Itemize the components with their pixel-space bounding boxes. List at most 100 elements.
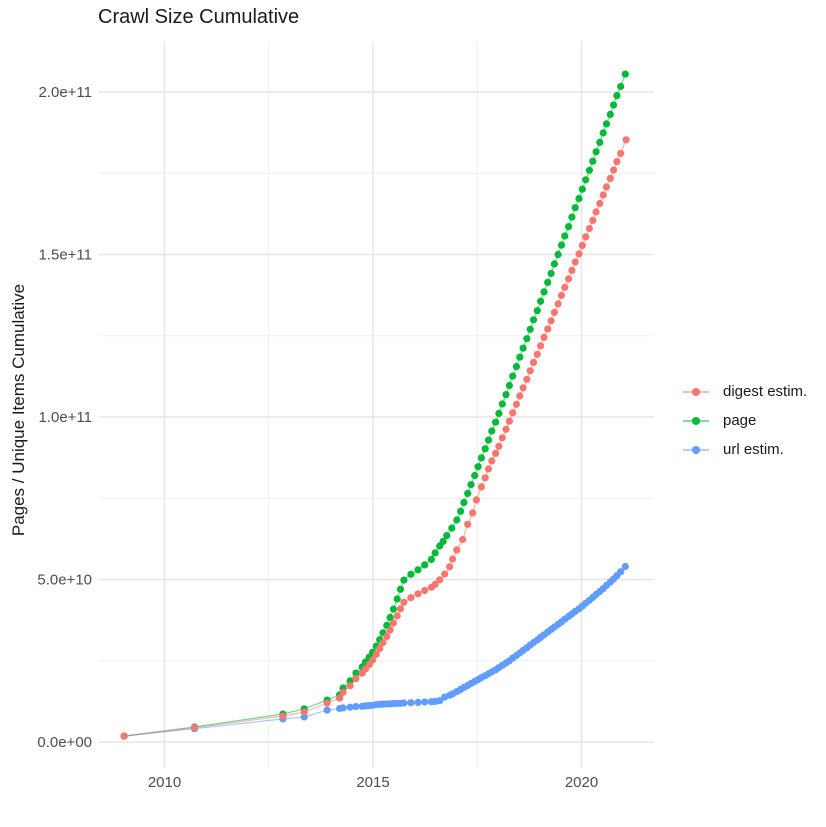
data-point bbox=[393, 612, 401, 620]
data-point bbox=[421, 586, 429, 595]
data-point bbox=[369, 656, 377, 664]
data-point bbox=[471, 471, 479, 480]
legend-item-url-estim: url estim. bbox=[683, 435, 807, 464]
data-point bbox=[516, 392, 524, 400]
data-point bbox=[602, 183, 611, 191]
y-tick-label: 1.5e+11 bbox=[38, 247, 92, 264]
legend-label: page bbox=[723, 412, 757, 429]
data-point bbox=[613, 92, 621, 100]
x-tick-labels: 2010 2015 2020 bbox=[148, 774, 598, 791]
data-point bbox=[589, 157, 597, 165]
data-point bbox=[449, 555, 457, 563]
data-point bbox=[336, 694, 344, 702]
data-point bbox=[464, 489, 472, 497]
data-point bbox=[407, 699, 415, 707]
data-point bbox=[492, 449, 500, 457]
y-tick-label: 5.0e+10 bbox=[37, 572, 92, 589]
data-point bbox=[407, 570, 415, 578]
data-point bbox=[339, 704, 347, 712]
data-point bbox=[561, 283, 569, 291]
data-point bbox=[453, 516, 461, 524]
data-point bbox=[439, 537, 447, 546]
x-tick-label: 2020 bbox=[565, 774, 598, 791]
gridlines bbox=[99, 42, 654, 768]
data-point bbox=[421, 698, 429, 706]
legend-item-digest-estim: digest estim. bbox=[683, 377, 807, 406]
data-point bbox=[533, 307, 541, 315]
legend-item-page: page bbox=[683, 406, 807, 435]
data-point bbox=[396, 585, 405, 593]
data-point bbox=[279, 712, 287, 720]
data-point bbox=[498, 434, 506, 442]
data-point bbox=[467, 481, 475, 489]
data-point bbox=[386, 626, 394, 634]
data-point bbox=[407, 594, 415, 602]
data-point bbox=[575, 195, 583, 203]
data-point bbox=[602, 120, 611, 128]
data-point bbox=[610, 101, 618, 109]
data-point bbox=[529, 316, 538, 324]
data-point bbox=[519, 384, 527, 392]
data-point bbox=[400, 699, 408, 707]
data-point bbox=[431, 580, 439, 589]
data-point bbox=[568, 266, 576, 274]
data-point bbox=[589, 216, 597, 224]
data-point bbox=[190, 724, 199, 732]
data-point bbox=[477, 454, 485, 462]
data-point bbox=[427, 555, 435, 564]
data-point bbox=[610, 166, 618, 174]
legend-label: digest estim. bbox=[723, 383, 808, 400]
data-point bbox=[459, 535, 467, 544]
data-point bbox=[516, 353, 524, 361]
data-point bbox=[617, 149, 625, 157]
data-point bbox=[400, 598, 408, 606]
data-point bbox=[565, 275, 573, 283]
data-point bbox=[453, 546, 461, 554]
data-point bbox=[443, 532, 451, 540]
data-point bbox=[414, 698, 422, 707]
data-point bbox=[596, 199, 604, 208]
data-point bbox=[495, 442, 503, 450]
data-point bbox=[446, 563, 454, 571]
data-point bbox=[484, 465, 493, 473]
data-point bbox=[596, 138, 604, 146]
legend-key-dot-icon bbox=[683, 387, 709, 397]
data-point bbox=[617, 82, 625, 91]
series-page bbox=[120, 70, 629, 740]
data-point bbox=[481, 474, 489, 482]
data-point bbox=[477, 483, 485, 491]
data-point bbox=[526, 367, 534, 375]
data-point bbox=[544, 278, 552, 286]
data-point bbox=[400, 576, 408, 584]
data-point bbox=[509, 372, 517, 380]
data-point bbox=[575, 250, 583, 258]
data-point bbox=[460, 498, 468, 507]
data-point bbox=[389, 619, 397, 627]
data-point bbox=[512, 400, 521, 408]
data-point bbox=[484, 436, 493, 444]
data-point bbox=[441, 570, 449, 578]
data-point bbox=[346, 682, 354, 690]
plot-title: Crawl Size Cumulative bbox=[98, 6, 300, 28]
x-tick-label: 2010 bbox=[148, 774, 181, 791]
data-point bbox=[386, 613, 394, 622]
data-point bbox=[565, 223, 573, 231]
legend-key-dot-icon bbox=[683, 416, 709, 426]
data-point bbox=[554, 300, 562, 308]
data-point bbox=[578, 241, 586, 249]
data-point bbox=[585, 166, 594, 174]
data-point bbox=[323, 699, 331, 707]
data-point bbox=[376, 644, 384, 653]
data-point bbox=[582, 176, 590, 184]
data-point bbox=[383, 632, 391, 641]
data-point bbox=[352, 703, 360, 711]
data-point bbox=[547, 317, 555, 325]
data-point bbox=[526, 325, 534, 333]
data-point bbox=[472, 496, 480, 504]
data-point bbox=[571, 204, 579, 212]
y-axis-title: Pages / Unique Items Cumulative bbox=[9, 283, 28, 537]
data-point bbox=[414, 566, 422, 574]
data-point bbox=[561, 232, 569, 240]
data-point bbox=[481, 445, 489, 453]
